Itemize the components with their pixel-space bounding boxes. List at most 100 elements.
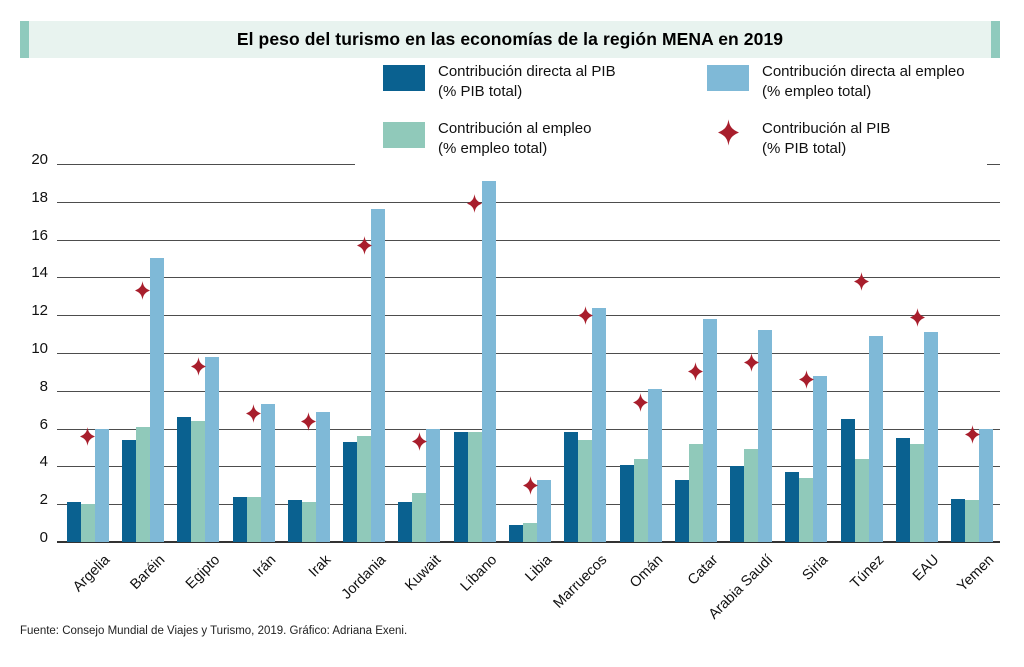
- diamond-marker-icon-Jordania: [357, 236, 372, 255]
- legend-diamond-icon: [707, 119, 749, 146]
- bar-direct-employment-Omán: [648, 389, 662, 542]
- y-axis-tick-label: 20: [31, 151, 48, 168]
- title-bar: El peso del turismo en las economías de …: [20, 21, 1000, 58]
- gridline-y16: [57, 239, 1000, 241]
- diamond-marker-icon-Egipto: [191, 357, 206, 376]
- y-axis-tick-label: 0: [39, 529, 48, 546]
- bar-direct-gdp-Túnez: [841, 419, 855, 542]
- bar-employment-Líbano: [468, 432, 482, 542]
- bar-employment-Marruecos: [578, 440, 592, 542]
- bar-employment-Irán: [247, 497, 261, 542]
- bar-employment-EAU: [910, 444, 924, 542]
- gridline-y4: [57, 466, 1000, 468]
- bar-direct-employment-Kuwait: [426, 429, 440, 542]
- bar-direct-gdp-Irak: [288, 500, 302, 542]
- y-axis-tick-label: 14: [31, 264, 48, 282]
- bar-direct-gdp-Jordania: [343, 442, 357, 542]
- bar-direct-employment-Libia: [537, 480, 551, 542]
- y-axis-tick-label: 12: [31, 302, 48, 320]
- bar-direct-employment-Jordania: [371, 209, 385, 542]
- bar-direct-employment-Egipto: [205, 357, 219, 542]
- legend-swatch-dark_blue: [383, 65, 425, 91]
- diamond-marker-icon-Catar: [688, 362, 703, 381]
- bar-direct-gdp-Irán: [233, 497, 247, 542]
- bar-direct-employment-Irak: [316, 412, 330, 542]
- bar-direct-employment-Irán: [261, 404, 275, 542]
- diamond-marker-icon-Marruecos: [578, 306, 593, 325]
- bar-direct-employment-Arabia Saudí: [758, 330, 772, 542]
- title-accent-left: [20, 21, 29, 58]
- y-axis-tick-label: 18: [31, 188, 48, 206]
- bar-employment-Baréin: [136, 427, 150, 542]
- y-axis-tick-label: 6: [39, 415, 48, 433]
- bar-direct-gdp-Libia: [509, 525, 523, 542]
- bar-direct-gdp-Arabia Saudí: [730, 466, 744, 542]
- bar-direct-employment-Marruecos: [592, 308, 606, 542]
- diamond-marker-icon-Argelia: [80, 427, 95, 446]
- x-axis-line: [57, 541, 1000, 543]
- bar-direct-employment-Líbano: [482, 181, 496, 542]
- y-axis-tick-label: 10: [31, 340, 48, 357]
- bar-employment-Túnez: [855, 459, 869, 542]
- diamond-marker-icon-Arabia Saudí: [744, 353, 759, 372]
- bar-employment-Argelia: [81, 504, 95, 542]
- bar-direct-employment-Argelia: [95, 429, 109, 542]
- bar-employment-Arabia Saudí: [744, 449, 758, 542]
- bar-direct-employment-Siria: [813, 376, 827, 542]
- diamond-marker-icon-Baréin: [135, 281, 150, 300]
- y-axis-tick-label: 2: [39, 491, 48, 509]
- legend-item: Contribución directa al empleo (% empleo …: [679, 62, 987, 119]
- bar-direct-gdp-Catar: [675, 480, 689, 542]
- bar-direct-gdp-Argelia: [67, 502, 81, 542]
- bar-employment-Kuwait: [412, 493, 426, 542]
- bar-direct-gdp-Líbano: [454, 432, 468, 542]
- bar-employment-Egipto: [191, 421, 205, 542]
- bar-direct-gdp-Yemen: [951, 499, 965, 542]
- diamond-marker-icon-Yemen: [965, 425, 980, 444]
- bar-direct-employment-EAU: [924, 332, 938, 542]
- diamond-marker-icon-Kuwait: [412, 432, 427, 451]
- bar-direct-employment-Yemen: [979, 429, 993, 542]
- gridline-y18: [57, 201, 1000, 203]
- diamond-marker-icon-Siria: [799, 370, 814, 389]
- bar-direct-gdp-Siria: [785, 472, 799, 542]
- bar-employment-Catar: [689, 444, 703, 542]
- legend-label: Contribución al PIB (% PIB total): [762, 120, 891, 157]
- chart-legend: Contribución directa al PIB (% PIB total)…: [355, 62, 987, 176]
- bar-direct-employment-Túnez: [869, 336, 883, 542]
- bar-direct-gdp-Omán: [620, 465, 634, 542]
- diamond-marker-icon-Túnez: [854, 272, 869, 291]
- bar-direct-gdp-Baréin: [122, 440, 136, 542]
- diamond-marker-icon-Omán: [633, 393, 648, 412]
- bar-direct-employment-Catar: [703, 319, 717, 542]
- gridline-y2: [57, 504, 1000, 506]
- page-title: El peso del turismo en las economías de …: [236, 29, 784, 49]
- gridline-y10: [57, 353, 1000, 354]
- bar-employment-Omán: [634, 459, 648, 542]
- gridline-y14: [57, 277, 1000, 279]
- legend-swatch-light_blue: [707, 65, 749, 91]
- bar-direct-gdp-Marruecos: [564, 432, 578, 542]
- source-note: Fuente: Consejo Mundial de Viajes y Turi…: [20, 625, 408, 637]
- bar-direct-gdp-Egipto: [177, 417, 191, 542]
- bar-direct-gdp-Kuwait: [398, 502, 412, 542]
- title-accent-right: [991, 21, 1000, 58]
- legend-item: Contribución al empleo (% empleo total): [355, 119, 679, 176]
- bar-direct-employment-Baréin: [150, 258, 164, 542]
- legend-label: Contribución al empleo (% empleo total): [438, 120, 592, 157]
- bar-employment-Libia: [523, 523, 537, 542]
- bar-employment-Irak: [302, 502, 316, 542]
- gridline-y8: [57, 390, 1000, 392]
- y-axis-tick-label: 8: [39, 377, 48, 395]
- y-axis-tick-label: 4: [39, 453, 48, 471]
- bar-direct-gdp-EAU: [896, 438, 910, 542]
- diamond-marker-icon-Libia: [523, 476, 538, 495]
- diamond-marker-icon-Irán: [246, 404, 261, 423]
- y-axis-tick-label: 16: [31, 226, 48, 244]
- gridline-y6: [57, 428, 1000, 430]
- bar-employment-Jordania: [357, 436, 371, 542]
- legend-label: Contribución directa al PIB (% PIB total): [438, 63, 616, 100]
- gridline-y12: [57, 315, 1000, 317]
